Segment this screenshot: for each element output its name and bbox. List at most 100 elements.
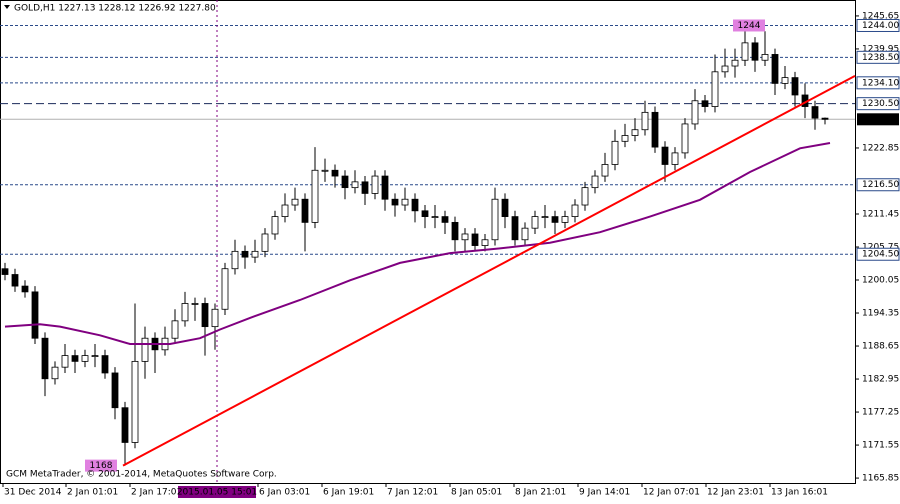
candle-body [191,303,199,305]
candle-body [691,100,699,125]
candle-body [131,360,139,443]
candle-body [431,216,439,218]
plot-frame [0,0,856,484]
price-label: 1227.80 [862,115,899,125]
candle-body [341,175,349,189]
candle-body [591,175,599,189]
candle-body [561,216,569,223]
candle-body [121,407,129,443]
y-tick-label: 1188.65 [862,342,899,352]
candle-body [781,77,789,84]
candle-body [91,355,99,357]
candle-body [231,250,239,270]
y-tick-label: 1200.05 [862,276,899,286]
y-tick-label: 1239.95 [862,44,899,54]
candle-body [711,71,719,107]
candle-body [491,198,499,241]
x-tick-label: 2 Jan 01:01 [67,488,118,498]
candle-body [501,198,509,217]
candle-body [541,216,549,218]
y-tick-label: 1194.35 [862,309,899,319]
y-tick-label: 1165.85 [862,474,899,484]
y-tick-label: 1245.65 [862,11,899,21]
candle-body [251,250,259,258]
candle-body [371,175,379,194]
price-box [857,113,899,126]
candle-body [531,216,539,229]
x-tick-label: 9 Jan 14:01 [579,488,630,498]
candle-body [731,59,739,67]
candle-body [481,239,489,246]
level-label-box [856,178,900,192]
x-tick-label: 8 Jan 21:01 [515,488,566,498]
level-label: 1204.50 [862,250,899,260]
menu-icon[interactable] [4,5,10,9]
candle-body [261,233,269,252]
x-tick-label: 12 Jan 07:01 [643,488,700,498]
candle-body [181,303,189,322]
candle-body [451,221,459,241]
level-label-box [856,18,900,32]
candle-body [461,233,469,241]
candle-body [441,216,449,223]
candle-body [421,210,429,217]
candle-body [361,181,369,194]
candle-body [821,117,829,120]
candle-body [641,111,649,131]
copyright: GCM MetaTrader, © 2001-2014, MetaQuotes … [6,470,277,480]
candle-body [21,285,29,293]
candle-body [681,123,689,154]
candle-body [111,372,119,409]
candle-body [551,216,559,223]
chart-title: GOLD,H1 1227.13 1228.12 1226.92 1227.80 [14,4,216,14]
candle-body [511,216,519,241]
candle-body [61,355,69,368]
candle-body [581,187,589,206]
candle-body [351,181,359,189]
candle-body [201,303,209,328]
level-label-box [856,97,900,111]
candle-body [101,355,109,374]
candle-body [331,169,339,177]
candle-body [661,146,669,165]
candle-body [11,274,19,287]
candle-body [241,250,249,258]
candle-body [791,77,799,96]
y-tick-label: 1182.95 [862,375,899,385]
candle-body [631,129,639,136]
level-label-box [856,76,900,90]
x-tick-label: 6 Jan 19:01 [323,488,374,498]
y-tick-label: 1222.85 [862,143,899,153]
candle-body [471,233,479,246]
candle-body [291,198,299,206]
candle-body [281,204,289,217]
level-label: 1238.50 [862,53,899,63]
candle-body [571,204,579,217]
candle-body [381,175,389,200]
level-label-box [856,50,900,64]
candle-body [611,140,619,165]
annotation-label: 1168 [90,461,113,471]
level-label: 1230.50 [862,99,899,109]
candle-body [601,164,609,177]
y-tick-label: 1211.45 [862,209,899,219]
candle-body [621,135,629,142]
candle-body [271,216,279,235]
candle-body [521,227,529,241]
crosshair-label: 2015.01.05 15:01 [177,488,257,498]
candle-body [401,198,409,206]
crosshair-box [178,486,256,498]
y-tick-label: 1171.55 [862,441,899,451]
candle-body [771,54,779,84]
candle-body [651,111,659,148]
candle-body [811,106,819,119]
candle-body [141,337,149,362]
level-label: 1234.10 [862,78,899,88]
candle-body [211,308,219,328]
level-label-box [856,247,900,261]
candle-body [391,198,399,206]
candle-body [301,198,309,223]
indicator-line [4,142,831,345]
candle-body [41,337,49,380]
candle-body [171,320,179,339]
